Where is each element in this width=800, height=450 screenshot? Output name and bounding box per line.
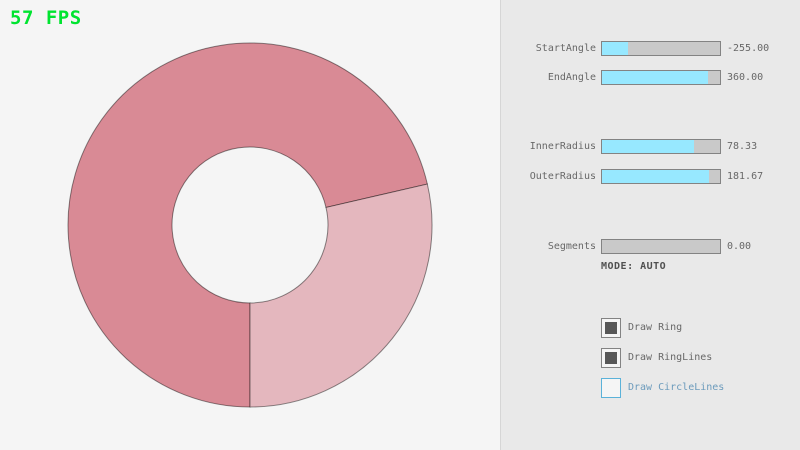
slider-row-outerradius: OuterRadius 181.67 (501, 169, 800, 184)
checkbox-row-draw-ring: Draw Ring (601, 318, 800, 338)
draw-circlelines-checkbox[interactable] (601, 378, 621, 398)
controls-panel: StartAngle -255.00 EndAngle 360.00 Inner… (500, 0, 800, 450)
segments-label: Segments (547, 241, 596, 252)
outerradius-value: 181.67 (727, 171, 764, 182)
innerradius-value: 78.33 (727, 141, 758, 152)
ring-sector-light (249, 183, 433, 408)
slider-fill (602, 140, 695, 153)
draw-ring-label: Draw Ring (628, 322, 683, 333)
draw-circlelines-label: Draw CircleLines (628, 382, 725, 393)
slider-fill (602, 71, 709, 84)
endangle-slider[interactable] (601, 70, 721, 85)
slider-row-innerradius: InnerRadius 78.33 (501, 139, 800, 154)
slider-row-endangle: EndAngle 360.00 (501, 70, 800, 85)
endangle-value: 360.00 (727, 72, 764, 83)
startangle-slider[interactable] (601, 41, 721, 56)
ring-chart (67, 42, 433, 408)
startangle-value: -255.00 (727, 43, 770, 54)
outerradius-slider[interactable] (601, 169, 721, 184)
ring-sector-dark (67, 42, 428, 408)
checkbox-row-draw-ringlines: Draw RingLines (601, 348, 800, 368)
draw-ringlines-checkbox[interactable] (601, 348, 621, 368)
fps-counter: 57 FPS (10, 7, 82, 29)
innerradius-slider[interactable] (601, 139, 721, 154)
mode-text: MODE: AUTO (601, 261, 667, 272)
outerradius-label: OuterRadius (529, 171, 596, 182)
segments-value: 0.00 (727, 241, 752, 252)
checkbox-row-draw-circlelines: Draw CircleLines (601, 378, 800, 398)
slider-fill (602, 170, 710, 183)
slider-row-segments: Segments 0.00 (501, 239, 800, 254)
innerradius-label: InnerRadius (529, 141, 596, 152)
slider-fill (602, 42, 628, 55)
endangle-label: EndAngle (547, 72, 596, 83)
draw-ringlines-label: Draw RingLines (628, 352, 713, 363)
segments-slider[interactable] (601, 239, 721, 254)
draw-ring-checkbox[interactable] (601, 318, 621, 338)
slider-row-startangle: StartAngle -255.00 (501, 41, 800, 56)
startangle-label: StartAngle (535, 43, 596, 54)
